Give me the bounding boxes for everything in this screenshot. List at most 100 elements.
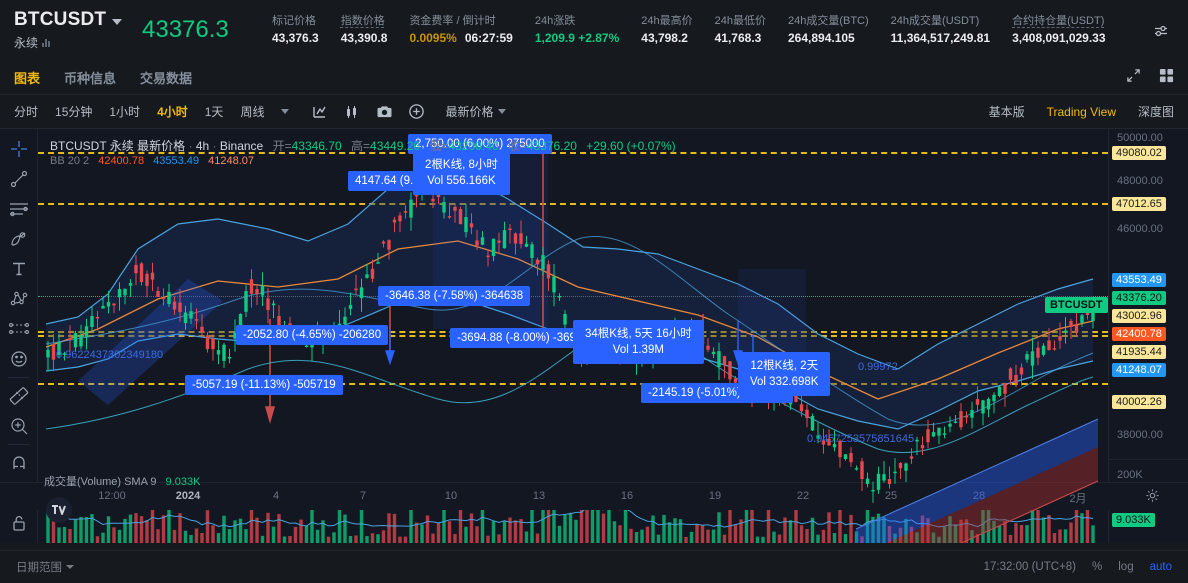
expand-arrows-icon[interactable] — [1126, 68, 1141, 83]
chart-tab-row: 图表 币种信息 交易数据 — [0, 60, 1188, 95]
stat-mark-price: 标记价格 43,376.3 — [272, 13, 319, 47]
percent-scale-toggle[interactable]: % — [1092, 561, 1103, 573]
stat-label: 标记价格 — [272, 15, 316, 27]
chevron-down-icon[interactable] — [112, 18, 123, 25]
stat-label: 24h最低价 — [714, 15, 766, 27]
bb-upper-line — [45, 168, 1094, 370]
price-mode-label: 最新价格 — [445, 105, 494, 119]
time-axis[interactable]: 12:00 2024 4 7 10 13 16 19 22 25 28 2月 — [0, 482, 1188, 510]
symbol-block[interactable]: BTCUSDT 永续 — [14, 9, 132, 51]
price-pill-47012: 47012.65 — [1112, 197, 1166, 211]
annotation-measure-3[interactable]: -2052.80 (-4.65%) -206280 — [236, 325, 389, 345]
legend-high-label: 高= — [351, 139, 371, 153]
stat-value: 43,390.8 — [340, 31, 388, 45]
sliders-icon[interactable] — [1150, 20, 1172, 42]
time-tick-8: 22 — [796, 490, 810, 502]
price-mode-selector[interactable]: 最新价格 — [445, 103, 507, 120]
emoji-tool-icon[interactable] — [4, 345, 34, 373]
add-compare-icon[interactable] — [405, 101, 427, 123]
price-pill-41935: 41935.44 — [1112, 345, 1166, 359]
date-range-selector[interactable]: 日期范围 — [16, 559, 74, 575]
auto-scale-toggle[interactable]: auto — [1149, 561, 1172, 573]
symbol-price-badge: BTCUSDT — [1045, 297, 1108, 313]
annotation-measure-4[interactable]: -5057.19 (-11.13%) -505719 — [185, 375, 343, 395]
time-tick-11: 2月 — [1069, 493, 1087, 505]
stat-label: 24h涨跌 — [534, 15, 576, 27]
stat-label[interactable]: 指数价格 — [340, 15, 385, 27]
price-tick-50000: 50000.00 — [1117, 132, 1163, 144]
forecast-tool-icon[interactable] — [4, 315, 34, 343]
lock-tool-icon[interactable] — [4, 509, 34, 537]
time-tick-1: 2024 — [175, 490, 201, 502]
candle-style-icon[interactable] — [341, 101, 363, 123]
timeframe-15m[interactable]: 15分钟 — [55, 105, 93, 119]
chart-mini-icon — [42, 38, 51, 47]
bb-middle-line — [45, 240, 1094, 400]
annotation-box-1[interactable]: 34根K线, 5天 16小时 Vol 1.39M — [573, 320, 704, 364]
annotation-box-2[interactable]: 12根K线, 2天 Vol 332.698K — [738, 352, 831, 396]
symbol-name[interactable]: BTCUSDT — [14, 9, 107, 30]
view-tradingview[interactable]: Trading View — [1046, 104, 1116, 119]
time-tick-3: 7 — [359, 490, 367, 502]
stat-24h-volume-usdt: 24h成交量(USDT) 11,364,517,249.81 — [891, 13, 990, 47]
camera-icon[interactable] — [373, 101, 395, 123]
chevron-down-icon[interactable] — [281, 109, 290, 114]
price-axis[interactable]: 50000.00 49080.02 48000.00 47012.65 4600… — [1108, 129, 1188, 543]
grid-layout-icon[interactable] — [1159, 68, 1174, 83]
gear-icon[interactable] — [1145, 488, 1160, 503]
zoom-tool-icon[interactable] — [4, 412, 34, 440]
stat-label[interactable]: 合约持仓量(USDT) — [1012, 15, 1105, 27]
stat-value: 3,408,091,029.33 — [1012, 31, 1106, 45]
horizontal-lines-tool-icon[interactable] — [4, 195, 34, 223]
trend-line-tool-icon[interactable] — [4, 165, 34, 193]
view-basic[interactable]: 基本版 — [988, 105, 1025, 119]
patterns-tool-icon[interactable] — [4, 285, 34, 313]
timeframe-4h[interactable]: 4小时 — [157, 105, 188, 119]
tab-coin-info[interactable]: 币种信息 — [64, 70, 117, 86]
price-plot[interactable]: BTCUSDT 永续 最新价格 · 4h · Binance 开=43346.7… — [38, 129, 1108, 543]
annotation-measure-5[interactable]: -3694.88 (-8.00%) -369488 — [450, 328, 603, 348]
tab-trade-data[interactable]: 交易数据 — [140, 70, 193, 86]
chart-bottom-bar: 日期范围 17:32:00 (UTC+8) % log auto — [0, 550, 1188, 583]
stat-value: 11,364,517,249.81 — [890, 31, 991, 45]
stat-funding-rate: 资金费率 / 倒计时 0.0095% 06:27:59 — [409, 13, 512, 47]
stat-index-price: 指数价格 43,390.8 — [341, 13, 388, 47]
legend-high-value: 43449.20 — [370, 139, 421, 153]
annotation-box-line2: Vol 332.698K — [750, 376, 819, 388]
price-tick-46000: 46000.00 — [1117, 223, 1163, 235]
magnet-tool-icon[interactable] — [4, 449, 34, 477]
timeframe-1w[interactable]: 周线 — [240, 105, 265, 119]
tradingview-logo-icon[interactable] — [46, 497, 72, 523]
timeframe-1d[interactable]: 1天 — [204, 105, 224, 119]
fib-label-0: 0.9622437302349180 — [56, 349, 164, 361]
indicators-icon[interactable] — [309, 101, 331, 123]
annotation-box-line2: Vol 1.39M — [612, 344, 664, 356]
measure-tool-icon[interactable] — [4, 382, 34, 410]
price-line-43553 — [38, 296, 1108, 297]
bb-lower-value: 41248.07 — [208, 155, 254, 167]
time-tick-5: 13 — [532, 490, 546, 502]
volume-legend: 成交量(Volume) SMA 9 9.033K — [44, 473, 200, 489]
price-pill-40002: 40002.26 — [1112, 395, 1166, 409]
text-tool-icon[interactable] — [4, 255, 34, 283]
price-tick-38000: 38000.00 — [1117, 429, 1163, 441]
chart-toolbar: 分时 15分钟 1小时 4小时 1天 周线 最新价格 基本版 Trading V… — [0, 95, 1188, 129]
crosshair-tool-icon[interactable] — [4, 135, 34, 163]
log-scale-toggle[interactable]: log — [1118, 561, 1134, 573]
price-pill-43376-current: 43376.20 — [1112, 291, 1166, 305]
price-line-49080 — [38, 152, 1108, 154]
tab-chart[interactable]: 图表 — [14, 70, 41, 86]
annotation-box-0[interactable]: 2根K线, 8小时 Vol 556.166K — [413, 151, 510, 195]
annotation-measure-2[interactable]: -3646.38 (-7.58%) -364638 — [378, 286, 531, 306]
timeframe-fenshi[interactable]: 分时 — [14, 105, 39, 119]
bb-middle-value: 43553.49 — [153, 155, 200, 167]
view-depth[interactable]: 深度图 — [1137, 105, 1174, 119]
time-tick-10: 28 — [972, 490, 986, 502]
stat-open-interest: 合约持仓量(USDT) 3,408,091,029.33 — [1012, 13, 1105, 47]
timeframe-1h[interactable]: 1小时 — [109, 105, 141, 119]
legend-change: +29.60 (+0.07%) — [586, 139, 676, 153]
annotation-measure-0[interactable]: 2,750.00 (6.00%) 275000 — [408, 134, 552, 154]
funding-countdown-value: 06:27:59 — [464, 31, 513, 45]
volume-legend-value: 9.033K — [165, 476, 201, 488]
pitchfork-tool-icon[interactable] — [4, 225, 34, 253]
